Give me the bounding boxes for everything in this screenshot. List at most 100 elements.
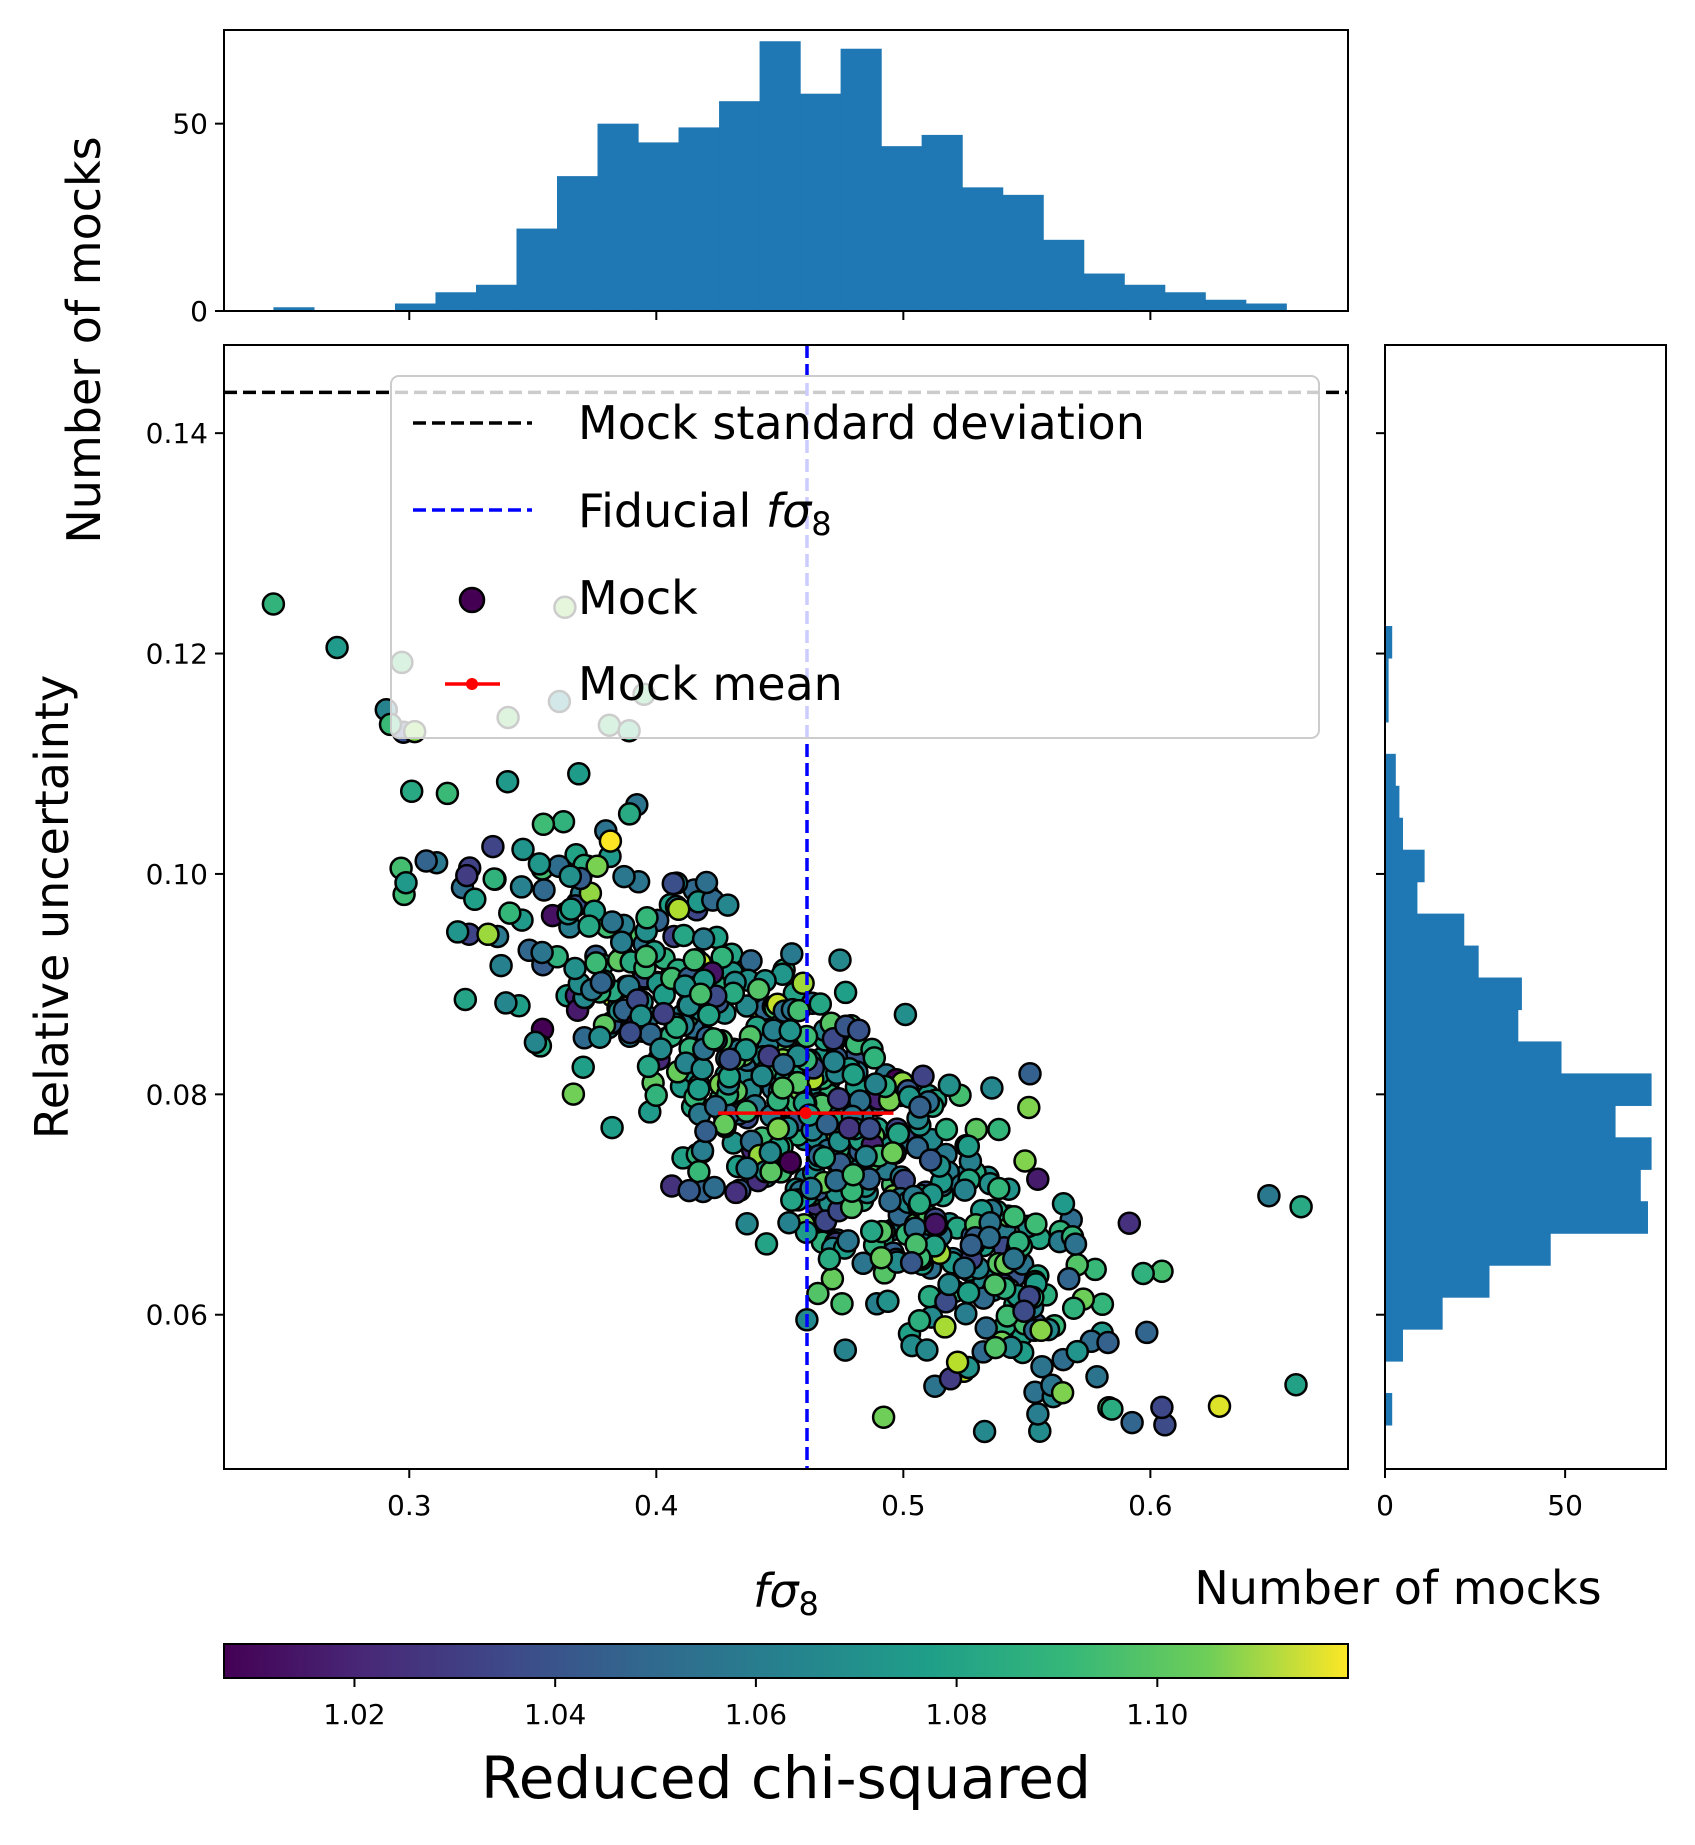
mock-point xyxy=(600,910,624,934)
legend-fiducial-sub: 8 xyxy=(811,505,831,543)
mock-point xyxy=(1013,1149,1037,1173)
top-histogram-bar xyxy=(800,93,842,312)
right-histogram-bar xyxy=(1385,1041,1562,1074)
mock-point xyxy=(649,1037,673,1061)
mock-point xyxy=(836,1229,860,1253)
mock-mean-errorbar xyxy=(718,1107,894,1120)
mock-point xyxy=(808,992,833,1016)
mock-point xyxy=(489,953,513,978)
top-histogram-bar xyxy=(394,303,437,311)
top-histogram-bar xyxy=(1245,303,1287,311)
mock-point xyxy=(558,864,583,888)
mock-point xyxy=(854,1144,878,1169)
mock-point xyxy=(847,1018,871,1042)
mock-point xyxy=(983,1273,1007,1297)
mock-point xyxy=(1150,1395,1174,1420)
mock-point xyxy=(830,1291,854,1316)
mock-point xyxy=(577,914,601,938)
legend-mean-marker xyxy=(466,678,478,690)
mock-point xyxy=(724,1180,748,1205)
mock-point xyxy=(983,1335,1008,1360)
right-histogram-frame xyxy=(1384,344,1667,1470)
main-xticks: 0.3 0.4 0.5 0.6 xyxy=(387,1469,1173,1522)
mock-point xyxy=(666,897,691,922)
mock-point xyxy=(600,1115,624,1140)
colorbar-ticks: 1.02 1.04 1.06 1.08 1.10 xyxy=(323,1678,1188,1731)
right-histogram-bar xyxy=(1385,1169,1641,1202)
mock-point xyxy=(1057,1267,1081,1291)
main-xtick-label: 0.5 xyxy=(881,1489,926,1522)
mock-point xyxy=(937,1073,962,1098)
mock-point xyxy=(1289,1194,1313,1219)
mock-point xyxy=(561,1082,586,1106)
mock-point xyxy=(777,1210,801,1235)
mock-point xyxy=(952,1256,977,1280)
right-histogram-bars xyxy=(1385,626,1652,1426)
top-histogram-bar xyxy=(921,134,963,311)
mock-point xyxy=(511,837,535,862)
mock-point xyxy=(857,1116,882,1141)
right-histogram-bar xyxy=(1385,913,1465,947)
main-ytick-label: 0.10 xyxy=(146,858,208,891)
top-histogram-bar xyxy=(516,228,558,311)
mock-point xyxy=(688,982,713,1007)
right-histogram-bar xyxy=(1385,626,1393,659)
mock-point xyxy=(911,1064,935,1089)
top-histogram-yticks: 0 50 xyxy=(172,108,224,328)
right-histogram-bar xyxy=(1385,1073,1652,1106)
right-histogram-bar xyxy=(1385,1233,1551,1266)
mock-point xyxy=(826,1086,851,1111)
mock-point xyxy=(644,1083,668,1108)
mock-point xyxy=(1257,1183,1281,1208)
top-histogram-ytick-label: 0 xyxy=(190,295,208,328)
right-histogram-xticks: 0 50 xyxy=(1376,1469,1583,1522)
mock-point xyxy=(841,1162,865,1187)
mock-point xyxy=(735,1156,759,1181)
legend-std-label: Mock standard deviation xyxy=(578,396,1145,450)
mock-point xyxy=(1248,1500,1269,1521)
mock-point xyxy=(571,1055,595,1079)
mock-point xyxy=(588,1025,612,1049)
mock-point xyxy=(754,1232,779,1256)
colorbar-tick-label: 1.08 xyxy=(925,1698,987,1731)
right-histogram-bar xyxy=(1385,1329,1404,1362)
mock-point xyxy=(261,592,286,616)
right-histogram-bar xyxy=(1385,1137,1652,1170)
mock-point xyxy=(634,944,658,969)
mock-point xyxy=(746,977,771,1002)
mock-point xyxy=(1024,1212,1048,1236)
legend-fiducial-label: Fiducial fσ8 xyxy=(578,484,832,543)
mock-point xyxy=(682,948,707,972)
mock-point xyxy=(718,1047,742,1071)
mock-point xyxy=(636,1054,661,1079)
main-scatter-frame xyxy=(223,344,1349,1470)
right-histogram-bar xyxy=(1385,1392,1393,1426)
mock-point xyxy=(915,1338,939,1362)
mock-point xyxy=(1135,1320,1159,1345)
mock-point xyxy=(618,1020,643,1045)
mock-point xyxy=(933,1315,957,1339)
mock-point xyxy=(399,779,424,804)
mock-point xyxy=(629,1004,653,1028)
mock-point xyxy=(759,1160,783,1184)
mock-point xyxy=(1120,1410,1144,1435)
mock-point xyxy=(880,1141,905,1165)
mock-point xyxy=(661,871,686,896)
mock-point xyxy=(937,1272,961,1297)
mock-point xyxy=(780,1188,804,1212)
right-histogram-bar xyxy=(1385,1201,1648,1234)
right-histogram-bar xyxy=(1385,657,1389,691)
mock-point xyxy=(758,1140,783,1165)
mock-point xyxy=(828,948,852,972)
mock-point xyxy=(1026,1167,1050,1191)
top-histogram-bar xyxy=(475,284,518,311)
right-histogram-bar xyxy=(1385,1009,1519,1043)
mock-point xyxy=(822,1049,846,1074)
main-yticks: 0.06 0.08 0.10 0.12 0.14 xyxy=(146,417,224,1332)
legend-mock-marker xyxy=(458,586,486,614)
top-histogram: 0 50 xyxy=(172,29,1349,328)
mock-point xyxy=(690,1057,714,1081)
mock-point xyxy=(589,970,614,995)
mock-point xyxy=(953,1178,977,1202)
mock-point xyxy=(495,769,520,794)
